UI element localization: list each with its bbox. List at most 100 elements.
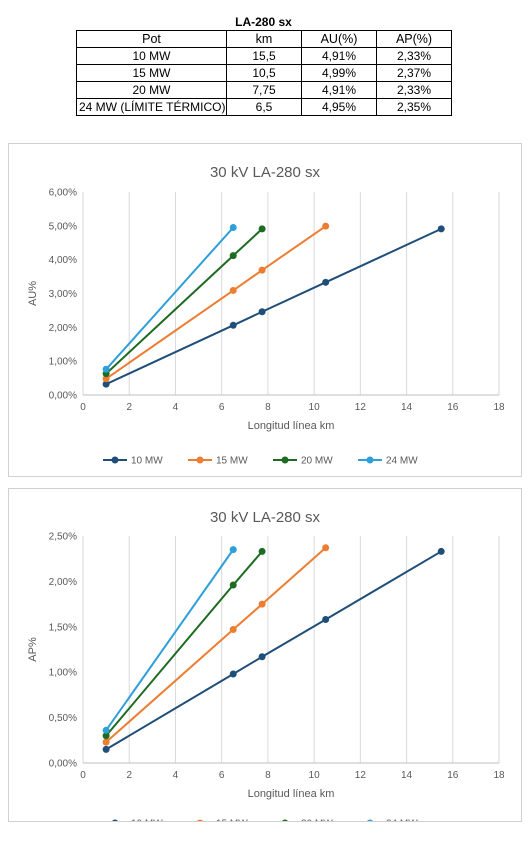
- y-tick-label: 1,00%: [49, 357, 77, 368]
- table-row: 20 MW 7,75 4,91% 2,33%: [76, 81, 452, 99]
- data-point: [229, 286, 237, 294]
- y-tick-label: 2,00%: [49, 323, 77, 334]
- x-axis-title: Longitud línea km: [248, 420, 335, 432]
- x-axis-title: Longitud línea km: [248, 788, 335, 800]
- data-point: [258, 653, 266, 661]
- x-tick-label: 12: [355, 770, 367, 781]
- x-tick-label: 16: [447, 402, 459, 413]
- x-tick-label: 10: [309, 402, 321, 413]
- cell-au: 4,95%: [301, 98, 377, 116]
- table-header-row: Pot km AU(%) AP(%): [76, 30, 452, 48]
- x-tick-label: 8: [265, 402, 271, 413]
- data-point: [437, 547, 445, 555]
- cell-au: 4,91%: [301, 47, 377, 65]
- data-point: [102, 380, 110, 388]
- x-tick-label: 6: [219, 402, 225, 413]
- y-tick-label: 2,50%: [49, 532, 77, 543]
- header-km: km: [226, 30, 302, 48]
- data-point: [258, 225, 266, 233]
- y-tick-label: 0,00%: [49, 759, 77, 770]
- legend-marker: [281, 456, 289, 464]
- series-line: [105, 225, 327, 380]
- data-point: [102, 732, 110, 740]
- x-tick-label: 16: [447, 770, 459, 781]
- legend-label: 15 MW: [216, 456, 248, 467]
- legend-marker: [366, 456, 374, 464]
- cell-pot: 24 MW (LÍMITE TÉRMICO): [76, 98, 227, 116]
- data-point: [437, 225, 445, 233]
- data-point: [229, 546, 237, 554]
- data-point: [258, 600, 266, 608]
- legend-label: 20 MW: [301, 456, 333, 467]
- table-row: 10 MW 15,5 4,91% 2,33%: [76, 47, 452, 65]
- x-tick-label: 0: [80, 402, 86, 413]
- x-tick-label: 14: [401, 402, 413, 413]
- x-tick-label: 14: [401, 770, 413, 781]
- header-pot: Pot: [76, 30, 227, 48]
- x-tick-label: 6: [219, 770, 225, 781]
- series-line: [105, 550, 442, 751]
- au-chart: 30 kV LA-280 sx 0 2 4 6 8 10 12 14 16 18 0,00% 1,00%…: [8, 143, 522, 477]
- table-title: LA-280 sx: [235, 15, 292, 29]
- header-au: AU(%): [301, 30, 377, 48]
- legend-marker: [367, 819, 373, 821]
- legend-label: 10 MW: [131, 819, 163, 822]
- data-point: [258, 547, 266, 555]
- cell-au: 4,99%: [301, 64, 377, 82]
- chart-title: 30 kV LA-280 sx: [210, 509, 321, 526]
- legend-label: 24 MW: [386, 819, 418, 822]
- data-point: [229, 581, 237, 589]
- summary-table: Pot km AU(%) AP(%) 10 MW 15,5 4,91% 2,33…: [76, 30, 452, 116]
- y-tick-label: 0,50%: [49, 713, 77, 724]
- data-point: [229, 626, 237, 634]
- y-tick-label: 0,00%: [49, 391, 77, 402]
- cell-ap: 2,35%: [376, 98, 452, 116]
- data-point: [102, 726, 110, 734]
- legend-marker: [282, 819, 288, 821]
- x-tick-label: 0: [80, 770, 86, 781]
- legend-label: 15 MW: [216, 819, 248, 822]
- legend-marker: [112, 819, 118, 821]
- cell-km: 6,5: [226, 98, 302, 116]
- x-tick-label: 2: [126, 770, 132, 781]
- cell-km: 10,5: [226, 64, 302, 82]
- legend-marker: [197, 819, 203, 821]
- y-axis-title: AU%: [27, 281, 39, 306]
- y-tick-label: 6,00%: [49, 188, 77, 199]
- cell-pot: 15 MW: [76, 64, 227, 82]
- data-point: [322, 222, 330, 230]
- data-point: [229, 252, 237, 260]
- chart-svg: 30 kV LA-280 sx 0 2 4 6 8 10 12 14 16 18 0,00% 0,50%…: [27, 509, 505, 822]
- x-tick-label: 18: [493, 770, 505, 781]
- data-point: [229, 224, 237, 232]
- data-point: [322, 616, 330, 624]
- data-point: [322, 278, 330, 286]
- y-tick-label: 5,00%: [49, 221, 77, 232]
- x-tick-label: 12: [355, 402, 367, 413]
- chart-svg: 30 kV LA-280 sx 0 2 4 6 8 10 12 14 16 18 0,00% 1,00%…: [27, 164, 505, 467]
- summary-table-block: LA-280 sx Pot km AU(%) AP(%) 10 MW 15,5 …: [76, 14, 452, 116]
- x-tick-label: 8: [265, 770, 271, 781]
- data-point: [102, 738, 110, 746]
- cell-ap: 2,37%: [376, 64, 452, 82]
- data-point: [229, 321, 237, 329]
- cell-km: 15,5: [226, 47, 302, 65]
- y-tick-label: 4,00%: [49, 255, 77, 266]
- y-axis-title: AP%: [27, 637, 39, 662]
- x-tick-label: 4: [173, 770, 179, 781]
- cell-au: 4,91%: [301, 81, 377, 99]
- legend-label: 20 MW: [301, 819, 333, 822]
- legend-label: 24 MW: [386, 456, 418, 467]
- data-point: [258, 308, 266, 316]
- series-line: [105, 549, 235, 731]
- cell-ap: 2,33%: [376, 81, 452, 99]
- data-point: [258, 266, 266, 274]
- data-point: [229, 670, 237, 678]
- legend-marker: [111, 456, 119, 464]
- legend-marker: [196, 456, 204, 464]
- series-line: [105, 227, 442, 386]
- data-point: [102, 375, 110, 383]
- ap-chart: 30 kV LA-280 sx 0 2 4 6 8 10 12 14 16 18 0,00% 0,50%…: [8, 488, 522, 822]
- series-line: [105, 226, 234, 370]
- series-line: [105, 547, 327, 743]
